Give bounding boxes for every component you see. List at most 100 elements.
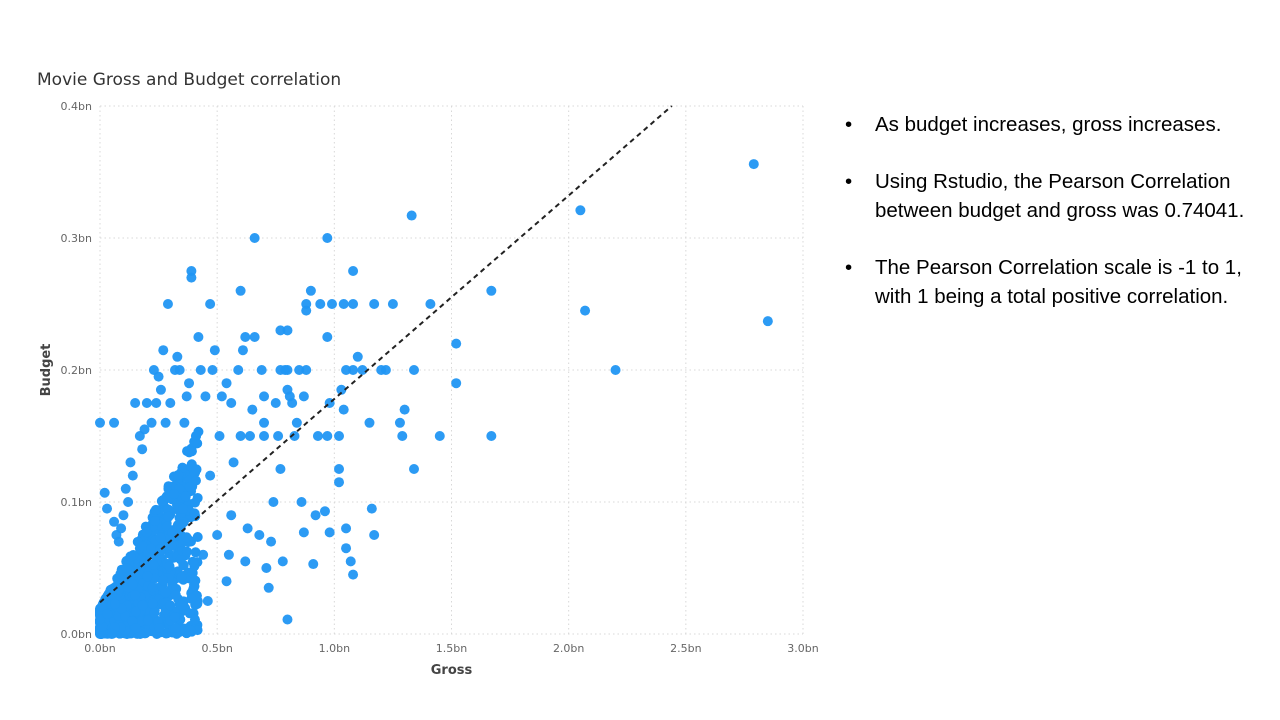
data-point bbox=[200, 391, 211, 402]
data-point bbox=[259, 391, 270, 402]
cluster-point bbox=[181, 546, 192, 557]
data-point bbox=[223, 549, 234, 560]
data-point bbox=[451, 378, 462, 389]
cluster-point bbox=[167, 527, 178, 538]
data-point bbox=[228, 457, 239, 468]
data-point bbox=[102, 503, 113, 514]
cluster-point bbox=[96, 601, 107, 612]
data-point bbox=[334, 464, 345, 474]
data-point bbox=[301, 305, 312, 316]
cluster-point bbox=[189, 508, 200, 519]
data-point bbox=[244, 431, 255, 441]
cluster-point bbox=[175, 554, 186, 565]
data-point bbox=[233, 365, 244, 375]
data-point bbox=[205, 299, 216, 309]
cluster-point bbox=[184, 481, 195, 492]
data-point bbox=[326, 299, 337, 309]
y-tick-label: 0.0bn bbox=[61, 628, 92, 641]
cluster-point bbox=[170, 623, 181, 634]
data-point bbox=[216, 391, 227, 402]
data-point bbox=[275, 365, 286, 375]
cluster-point bbox=[137, 600, 148, 611]
cluster-point bbox=[109, 598, 120, 609]
data-point bbox=[137, 444, 148, 455]
data-point bbox=[291, 417, 302, 428]
data-point bbox=[409, 464, 420, 474]
cluster-point bbox=[173, 469, 184, 480]
y-tick-label: 0.4bn bbox=[61, 100, 92, 113]
data-point bbox=[242, 523, 253, 534]
data-point bbox=[141, 398, 152, 408]
cluster-point bbox=[164, 561, 175, 572]
data-point bbox=[315, 299, 326, 309]
data-point bbox=[324, 527, 335, 538]
data-point bbox=[221, 378, 232, 389]
cluster-point bbox=[192, 492, 203, 503]
data-point bbox=[348, 569, 359, 580]
data-point bbox=[95, 417, 105, 428]
data-point bbox=[134, 431, 145, 441]
cluster-point bbox=[189, 614, 200, 625]
data-points bbox=[95, 159, 773, 639]
cluster-point bbox=[185, 625, 196, 636]
cluster-point bbox=[176, 519, 187, 530]
cluster-point bbox=[130, 606, 141, 617]
cluster-point bbox=[190, 547, 201, 558]
data-point bbox=[334, 477, 345, 488]
cluster-point bbox=[120, 611, 131, 622]
cluster-point bbox=[178, 503, 189, 514]
cluster-point bbox=[150, 504, 161, 515]
data-point bbox=[341, 543, 352, 554]
x-tick-label: 3.0bn bbox=[787, 642, 818, 655]
cluster-point bbox=[147, 598, 158, 609]
cluster-point bbox=[160, 587, 171, 598]
data-point bbox=[226, 398, 237, 408]
data-point bbox=[310, 510, 321, 521]
data-point bbox=[256, 365, 267, 375]
data-point bbox=[277, 556, 288, 567]
data-point bbox=[348, 299, 359, 309]
data-point bbox=[322, 431, 333, 441]
data-point bbox=[123, 497, 134, 507]
data-point bbox=[207, 365, 218, 375]
data-point bbox=[312, 431, 323, 441]
cluster-point bbox=[121, 563, 132, 574]
cluster-point bbox=[189, 436, 200, 447]
data-point bbox=[240, 556, 251, 567]
cluster-point bbox=[130, 590, 141, 601]
data-point bbox=[184, 378, 195, 389]
note-item: Using Rstudio, the Pearson Correlation b… bbox=[845, 167, 1255, 225]
data-point bbox=[282, 325, 293, 336]
data-point bbox=[319, 506, 330, 517]
data-point bbox=[352, 351, 363, 362]
data-point bbox=[221, 576, 232, 587]
data-point bbox=[486, 285, 497, 296]
cluster-point bbox=[187, 567, 198, 578]
cluster-point bbox=[142, 571, 153, 582]
data-point bbox=[266, 536, 277, 547]
data-point bbox=[109, 516, 120, 527]
data-point bbox=[338, 299, 349, 309]
data-point bbox=[387, 299, 398, 309]
data-point bbox=[205, 470, 216, 481]
cluster-point bbox=[102, 608, 113, 619]
cluster-point bbox=[127, 579, 138, 590]
x-tick-label: 0.5bn bbox=[201, 642, 232, 655]
data-point bbox=[179, 417, 190, 428]
data-point bbox=[120, 483, 131, 494]
cluster-point bbox=[95, 614, 106, 625]
data-point bbox=[298, 527, 309, 538]
cluster-point bbox=[155, 532, 166, 543]
scatter-chart: 0.0bn 0.5bn 1.0bn 1.5bn 2.0bn 2.5bn 3.0bn 0.0bn… bbox=[39, 100, 819, 678]
cluster-point bbox=[148, 559, 159, 570]
data-point bbox=[322, 233, 333, 243]
data-point bbox=[162, 299, 173, 309]
data-point bbox=[259, 417, 270, 428]
data-point bbox=[195, 365, 206, 375]
data-point bbox=[160, 417, 171, 428]
data-point bbox=[366, 503, 377, 514]
y-axis-title: Budget bbox=[39, 344, 54, 397]
data-point bbox=[369, 299, 380, 309]
data-point bbox=[263, 582, 274, 593]
cluster-point bbox=[154, 622, 165, 633]
